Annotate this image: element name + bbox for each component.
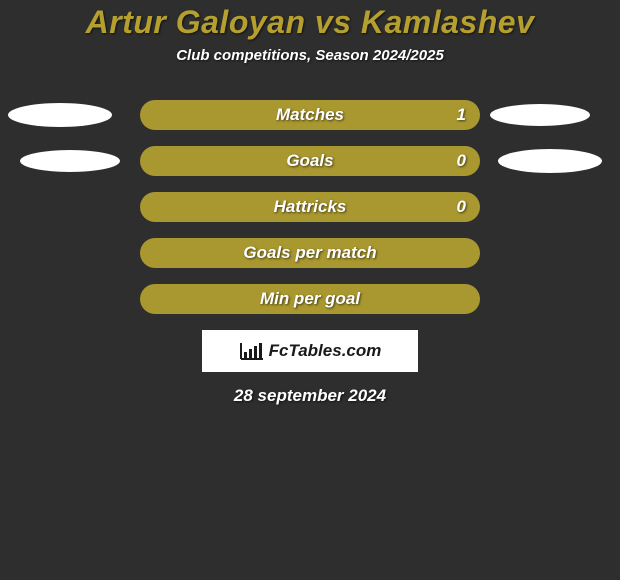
stat-row-matches: Matches 1 [0,100,620,130]
stat-label: Matches [276,105,344,124]
logo-text: FcTables.com [269,341,382,361]
stat-label: Goals per match [243,243,376,262]
right-oval [490,104,590,126]
stat-label: Goals [286,151,333,170]
stat-bar: Goals 0 [140,146,480,176]
stat-row-min-per-goal: Min per goal [0,284,620,314]
right-oval [498,149,602,173]
left-oval [20,150,120,172]
stat-value: 1 [457,100,466,130]
left-oval [8,103,112,127]
date-label: 28 september 2024 [0,386,620,406]
stat-bar: Min per goal [140,284,480,314]
page-title: Artur Galoyan vs Kamlashev [0,4,620,41]
stat-label: Hattricks [274,197,347,216]
logo: FcTables.com [239,341,382,361]
stat-bar: Hattricks 0 [140,192,480,222]
subtitle: Club competitions, Season 2024/2025 [0,47,620,64]
bar-chart-icon [239,341,265,361]
stat-value: 0 [457,146,466,176]
stat-value: 0 [457,192,466,222]
stat-row-goals: Goals 0 [0,146,620,176]
comparison-card: Artur Galoyan vs Kamlashev Club competit… [0,0,620,406]
stat-row-goals-per-match: Goals per match [0,238,620,268]
stat-row-hattricks: Hattricks 0 [0,192,620,222]
logo-box: FcTables.com [202,330,418,372]
stat-rows: Matches 1 Goals 0 Hattricks 0 Goals per … [0,100,620,314]
stat-bar: Matches 1 [140,100,480,130]
stat-bar: Goals per match [140,238,480,268]
stat-label: Min per goal [260,289,360,308]
